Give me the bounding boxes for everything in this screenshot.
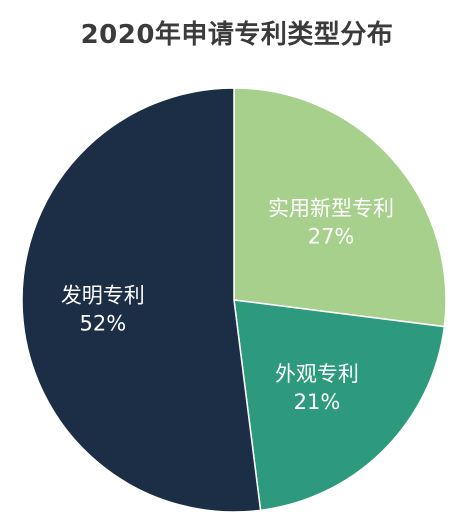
pie-slice-3 <box>21 87 262 513</box>
slice-value-1: 27% <box>308 224 355 248</box>
slice-value-2: 21% <box>294 390 341 414</box>
pie-slice-1 <box>233 87 447 328</box>
slice-value-3: 52% <box>79 311 126 335</box>
slice-label-1: 实用新型专利 <box>268 196 394 220</box>
slice-label-2: 外观专利 <box>275 362 359 386</box>
chart-title: 2020年申请专利类型分布 <box>80 20 394 50</box>
slice-label-3: 发明专利 <box>61 283 145 307</box>
pie-slice-2 <box>233 299 446 512</box>
